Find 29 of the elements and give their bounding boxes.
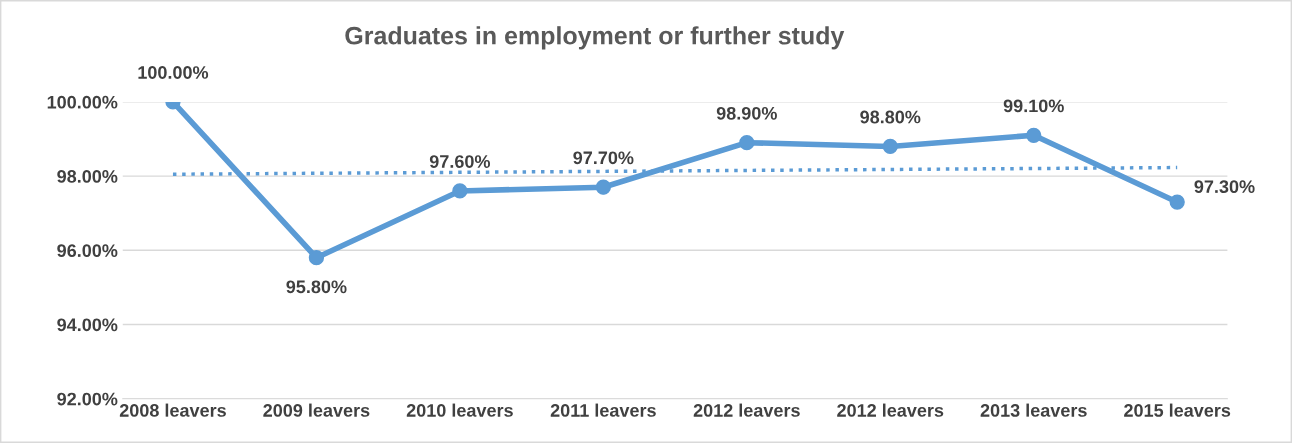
- y-tick-label: 100.00%: [47, 95, 118, 109]
- x-tick-label: 2008 leavers: [119, 403, 226, 417]
- point: [1026, 127, 1042, 143]
- point: [739, 135, 755, 151]
- data-label: 95.80%: [286, 280, 347, 294]
- y-tick-label: 96.00%: [57, 244, 118, 258]
- data-label: 98.80%: [860, 110, 921, 124]
- data-label: 100.00%: [138, 66, 209, 79]
- x-tick-label: 2012 leavers: [837, 403, 944, 417]
- data-label: 97.70%: [573, 151, 634, 165]
- x-tick-label: 2010 leavers: [406, 403, 513, 417]
- y-tick-label: 94.00%: [57, 318, 118, 332]
- y-tick-label: 98.00%: [57, 170, 118, 183]
- x-tick-label: 2013 leavers: [980, 403, 1087, 417]
- point: [452, 183, 468, 199]
- data-label: 97.30%: [1194, 180, 1255, 194]
- x-tick-label: 2012 leavers: [693, 403, 800, 417]
- point: [595, 179, 611, 195]
- y-tick-label: 92.00%: [57, 392, 118, 406]
- data-label: 99.10%: [1003, 99, 1064, 113]
- point: [308, 250, 325, 266]
- x-tick-label: 2009 leavers: [263, 403, 370, 417]
- point: [882, 138, 898, 155]
- data-label: 97.60%: [429, 155, 491, 168]
- x-tick-label: 2015 leavers: [1124, 403, 1231, 417]
- x-tick-label: 2011 leavers: [550, 403, 656, 417]
- point: [1169, 194, 1185, 210]
- data-label: 98.90%: [716, 106, 777, 120]
- chart-title: Graduates in employment or further study: [345, 26, 845, 50]
